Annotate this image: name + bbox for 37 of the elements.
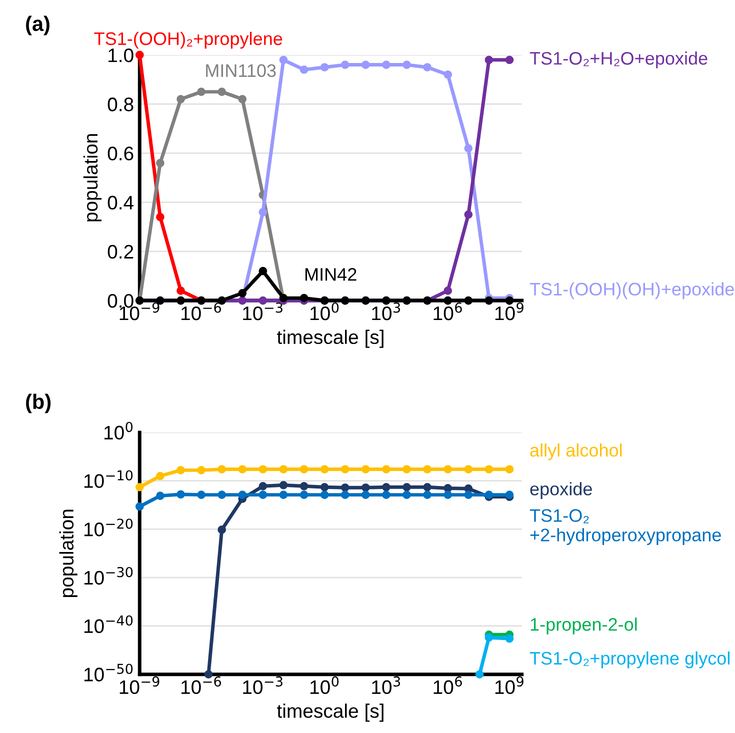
series-label: MIN1103 [206,64,276,78]
x-tick-label: 10$^{−6}$ [181,676,222,694]
x-axis-title: timescale [s] [277,330,384,348]
y-tick-label: 10$^{−30}$ [84,566,133,585]
x-tick-label: 10$^{9}$ [495,676,524,694]
y-tick-label: 10$^{−40}$ [84,615,133,634]
y-axis-title: population [83,134,102,222]
series-label: allyl alcohol [530,443,622,460]
x-tick-label: 10$^{6}$ [434,302,462,320]
y-tick-label: 0.4 [108,196,134,210]
y-tick-label: 10$^{−20}$ [84,518,133,536]
series-label: epoxide [530,482,592,499]
series-label: TS1-(OOH)(OH)+epoxide [530,282,734,300]
series-label: 1-propen-2-ol [530,618,637,634]
x-tick-label: 10$^{3}$ [372,302,400,320]
x-tick-label: 10$^{0}$ [310,676,339,694]
chart-title: (a) [26,16,50,36]
x-tick-label: 10$^{−3}$ [243,302,282,320]
x-tick-label: 10$^{0}$ [310,302,339,320]
x-tick-label: 10$^{−3}$ [243,676,282,694]
series-label: TS1-O₂+propylene glycol [530,651,730,668]
chart-title: (b) [26,394,51,414]
x-tick-label: 10$^{9}$ [495,302,524,320]
y-tick-label: 0.8 [108,98,134,112]
y-tick-label: 0.2 [108,244,134,259]
x-tick-label: 10$^{3}$ [372,676,400,694]
y-tick-label: 10$^{−10}$ [84,470,133,488]
series-label: TS1-O₂ +2-hydroperoxypropane [530,509,721,545]
y-axis-title: population [59,510,78,598]
y-tick-label: 0.6 [108,146,134,160]
series-label: TS1-O₂+H₂O+epoxide [530,51,708,68]
x-axis-title: timescale [s] [277,704,384,722]
text: TS1-(OOH)₂+propylene [94,32,282,49]
series-label: MIN42 [305,268,356,281]
y-tick-label: 1.0 [108,48,134,62]
x-tick-label: 10$^{6}$ [434,676,462,694]
y-tick-label: 10$^{0}$ [104,422,133,440]
